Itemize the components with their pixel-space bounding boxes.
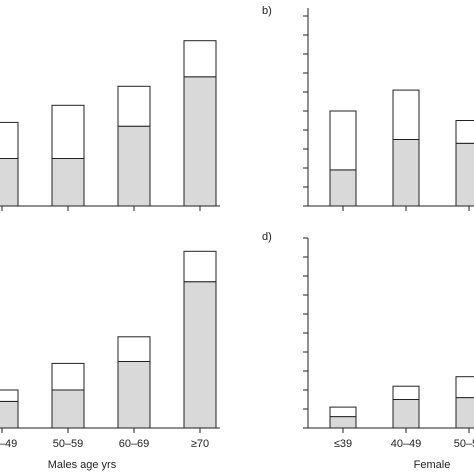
x-tick-label-d-2: 50–59: [454, 438, 474, 450]
bar-lower-d-1: [392, 399, 420, 429]
bar-lower-d-2: [455, 397, 474, 429]
bar-upper-c-3: [183, 250, 217, 283]
bar-upper-c-1: [51, 362, 85, 391]
bar-lower-b-2: [455, 142, 474, 207]
bar-lower-d-0: [329, 416, 357, 429]
bar-upper-d-1: [392, 385, 420, 401]
bar-upper-a-1: [51, 104, 85, 160]
x-axis-label-d: Female: [414, 459, 451, 471]
bar-lower-b-1: [392, 139, 420, 207]
x-tick-label-c-2: 60–69: [119, 438, 150, 450]
x-tick-label-d-0: ≤39: [334, 438, 352, 450]
bar-lower-a-2: [117, 125, 151, 207]
bar-lower-b-0: [329, 169, 357, 207]
bar-lower-a-0: [0, 158, 19, 207]
x-axis-label-c: Males age yrs: [48, 459, 117, 471]
bar-lower-c-3: [183, 281, 217, 429]
x-tick-label-c-0: 40–49: [0, 438, 17, 450]
x-tick-label-d-1: 40–49: [391, 438, 422, 450]
x-tick-label-c-1: 50–59: [53, 438, 84, 450]
bar-lower-c-1: [51, 389, 85, 429]
bar-upper-c-2: [117, 336, 151, 362]
bar-upper-d-0: [329, 406, 357, 418]
bar-upper-a-3: [183, 40, 217, 78]
x-tick-label-c-3: ≥70: [191, 438, 209, 450]
bar-upper-b-1: [392, 89, 420, 140]
bar-upper-a-0: [0, 121, 19, 159]
bar-upper-b-0: [329, 110, 357, 171]
bar-upper-c-0: [0, 389, 19, 402]
bar-lower-c-2: [117, 361, 151, 429]
panel-label-b: b): [262, 5, 272, 17]
bar-upper-a-2: [117, 85, 151, 127]
bar-lower-c-0: [0, 400, 19, 429]
bar-lower-a-1: [51, 158, 85, 207]
panel-label-d: d): [262, 231, 272, 243]
bar-upper-b-2: [455, 120, 474, 144]
bar-upper-d-2: [455, 376, 474, 399]
bar-lower-a-3: [183, 76, 217, 207]
